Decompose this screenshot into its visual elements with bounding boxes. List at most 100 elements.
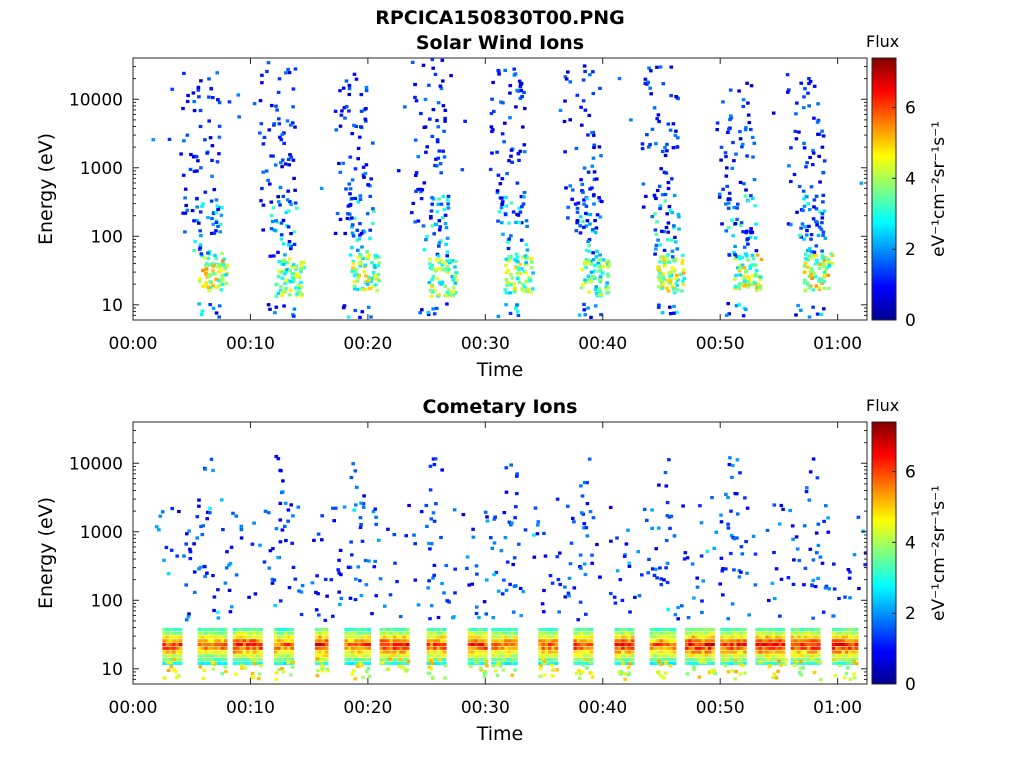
heatmap-cell (389, 654, 394, 658)
heatmap-cell (750, 253, 755, 257)
heatmap-cell (315, 674, 320, 678)
heatmap-cell (523, 150, 527, 154)
heatmap-cell (578, 231, 583, 235)
heatmap-cell (658, 207, 662, 211)
heatmap-cell (258, 131, 262, 135)
heatmap-cell (360, 646, 365, 650)
heatmap-cell (356, 565, 361, 569)
heatmap-cell (208, 511, 212, 515)
heatmap-cell (800, 654, 805, 658)
heatmap-cell (242, 642, 247, 647)
heatmap-cell (821, 610, 826, 614)
heatmap-cell (777, 522, 782, 526)
heatmap-cell (854, 627, 859, 632)
y-axis-label: Energy (eV) (35, 133, 57, 245)
heatmap-cell (575, 210, 580, 214)
heatmap-cell (501, 642, 505, 647)
heatmap-cell (443, 213, 448, 217)
heatmap-cell (209, 199, 214, 203)
heatmap-cell (293, 67, 298, 71)
heatmap-cell (358, 222, 362, 226)
heatmap-cell (504, 204, 508, 208)
heatmap-cell (341, 86, 346, 90)
heatmap-cell (576, 658, 581, 662)
heatmap-cell (273, 635, 278, 639)
heatmap-cell (551, 654, 555, 658)
heatmap-cell (281, 479, 285, 483)
heatmap-cell (501, 631, 505, 635)
heatmap-cell (851, 627, 856, 632)
heatmap-cell (278, 468, 282, 472)
heatmap-cell (672, 639, 677, 643)
heatmap-cell (803, 650, 808, 654)
heatmap-cell (653, 661, 657, 665)
heatmap-cell (721, 187, 725, 191)
heatmap-cell (803, 278, 807, 282)
heatmap-cell (173, 670, 178, 674)
heatmap-cell (765, 627, 769, 632)
heatmap-cell (670, 255, 675, 259)
heatmap-cell (835, 658, 839, 662)
heatmap-cell (821, 230, 826, 234)
heatmap-cell (622, 554, 627, 558)
heatmap-cell (617, 631, 622, 635)
heatmap-cell (609, 539, 613, 543)
heatmap-cell (439, 661, 444, 665)
heatmap-cell (613, 601, 618, 605)
heatmap-cell (382, 639, 387, 643)
heatmap-cell (820, 281, 824, 285)
heatmap-cell (724, 155, 728, 159)
heatmap-cell (440, 267, 445, 271)
heatmap-cell (863, 551, 868, 555)
heatmap-cell (197, 646, 202, 650)
heatmap-cell (648, 143, 652, 147)
heatmap-cell (210, 174, 214, 178)
heatmap-cell (821, 193, 826, 197)
heatmap-cell (350, 246, 354, 250)
heatmap-cell (352, 123, 356, 127)
heatmap-cell (821, 134, 826, 138)
heatmap-cell (592, 193, 596, 197)
heatmap-cell (708, 658, 712, 662)
heatmap-cell (212, 662, 217, 666)
heatmap-cell (726, 631, 731, 635)
y-tick-label: 10000 (69, 454, 123, 474)
heatmap-cell (808, 470, 813, 474)
heatmap-cell (721, 593, 725, 597)
heatmap-cell (765, 654, 769, 658)
heatmap-cell (525, 280, 529, 284)
heatmap-cell (701, 661, 705, 665)
heatmap-cell (441, 216, 445, 220)
heatmap-cell (726, 642, 731, 647)
heatmap-cell (509, 463, 513, 467)
heatmap-cell (500, 196, 504, 200)
heatmap-cell (711, 658, 715, 662)
heatmap-cell (329, 578, 334, 582)
heatmap-cell (443, 676, 447, 680)
heatmap-cell (615, 536, 619, 540)
heatmap-cell (772, 550, 776, 555)
heatmap-cell (204, 654, 208, 658)
heatmap-cell (854, 639, 859, 643)
heatmap-cell (270, 577, 275, 581)
heatmap-cell (220, 627, 225, 632)
heatmap-cell (222, 267, 226, 271)
heatmap-cell (504, 490, 509, 494)
heatmap-cell (382, 631, 387, 635)
heatmap-cell (474, 631, 478, 635)
heatmap-cell (736, 642, 741, 647)
heatmap-cell (157, 528, 161, 532)
heatmap-cell (815, 223, 819, 227)
heatmap-cell (287, 650, 291, 654)
heatmap-cell (324, 654, 329, 658)
heatmap-cell (197, 221, 201, 225)
heatmap-cell (815, 551, 819, 555)
heatmap-cell (554, 646, 559, 650)
heatmap-cell (735, 254, 739, 259)
heatmap-cell (803, 639, 808, 643)
heatmap-cell (188, 550, 193, 554)
heatmap-cell (598, 289, 603, 293)
heatmap-cell (399, 650, 403, 654)
heatmap-cell (810, 270, 815, 274)
heatmap-cell (781, 635, 786, 639)
